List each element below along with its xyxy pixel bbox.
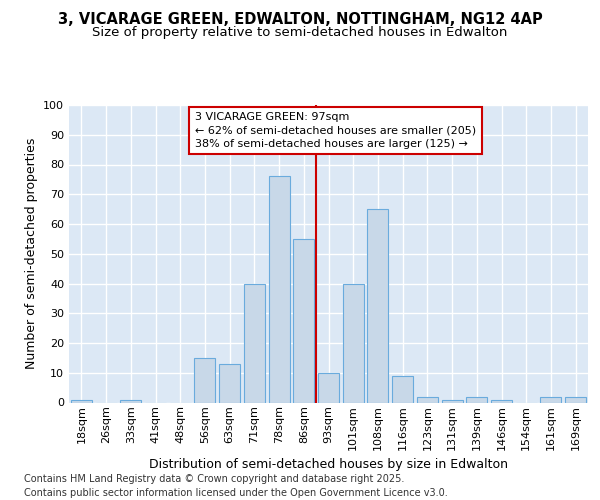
Bar <box>293 239 314 402</box>
Bar <box>442 400 463 402</box>
Bar <box>120 400 141 402</box>
Text: Contains HM Land Registry data © Crown copyright and database right 2025.
Contai: Contains HM Land Registry data © Crown c… <box>24 474 448 498</box>
Bar <box>541 396 562 402</box>
Bar <box>194 358 215 403</box>
Bar <box>244 284 265 403</box>
Bar <box>392 376 413 402</box>
Text: Size of property relative to semi-detached houses in Edwalton: Size of property relative to semi-detach… <box>92 26 508 39</box>
Bar <box>466 396 487 402</box>
Bar <box>71 400 92 402</box>
Bar <box>343 284 364 403</box>
Bar <box>219 364 240 403</box>
Bar <box>269 176 290 402</box>
Bar <box>565 396 586 402</box>
Y-axis label: Number of semi-detached properties: Number of semi-detached properties <box>25 138 38 370</box>
Bar <box>367 209 388 402</box>
Bar <box>417 396 438 402</box>
Bar <box>491 400 512 402</box>
Text: 3, VICARAGE GREEN, EDWALTON, NOTTINGHAM, NG12 4AP: 3, VICARAGE GREEN, EDWALTON, NOTTINGHAM,… <box>58 12 542 28</box>
X-axis label: Distribution of semi-detached houses by size in Edwalton: Distribution of semi-detached houses by … <box>149 458 508 471</box>
Text: 3 VICARAGE GREEN: 97sqm
← 62% of semi-detached houses are smaller (205)
38% of s: 3 VICARAGE GREEN: 97sqm ← 62% of semi-de… <box>195 112 476 149</box>
Bar <box>318 373 339 402</box>
